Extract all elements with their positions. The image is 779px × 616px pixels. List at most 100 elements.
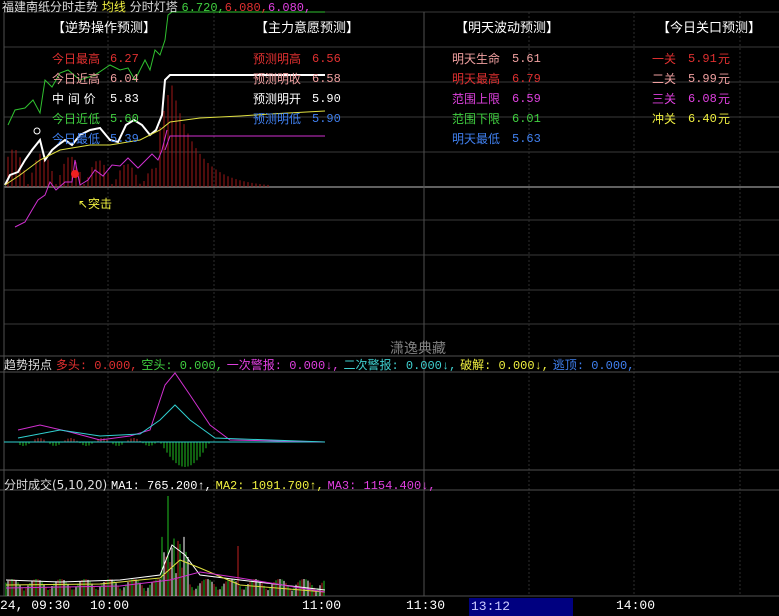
legend-label: MA3 [327,479,350,493]
range-line [164,135,325,151]
lighthouse-value-1: 6.720, [181,1,225,15]
panel-header: 【明天波动预测】 [455,21,560,36]
breakout-dot [71,170,79,178]
forecast-label: 冲关 [652,112,677,126]
forecast-label: 三关 [652,92,677,106]
legend-label: MA1 [111,479,133,493]
forecast-label: 中 间 价 [52,92,96,106]
panel-header: 【逆势操作预测】 [52,21,157,36]
forecast-value: 6.04 [110,72,139,86]
legend-item: 逃顶: 0.000, [552,359,635,373]
forecast-label: 范围上限 [452,92,501,106]
lighthouse-label: 分时灯塔 [129,0,178,14]
forecast-label: 预测明高 [253,52,302,66]
legend-item: MA3: 1154.400↓, [327,479,436,493]
time-label: 11:00 [302,598,342,613]
legend-value: 0.000, [591,359,635,373]
legend-value: 0.000, [179,359,223,373]
legend-item: 破解: 0.000↓, [460,359,549,373]
legend-label: 一次警报 [226,359,275,373]
legend-label: 二次警报 [343,359,392,373]
avg-line-label: 均线 [101,0,126,14]
forecast-value: 6.58 [312,72,341,86]
legend-item: MA2: 1091.700↑, [215,479,324,493]
forecast-value: 5.83 [110,92,139,106]
watermark: 潇逸典藏 [390,341,446,357]
legend-value: 0.000↓, [289,359,340,373]
forecast-value: 6.27 [110,52,139,66]
forecast-value: 6.40 [688,112,717,126]
price-line [4,74,325,186]
forecast-label: 预测明收 [253,72,302,86]
average-line [4,110,326,186]
forecast-value: 5.61 [512,52,541,66]
legend-value: 1091.700↑, [251,479,324,493]
legend-value: 0.000↓, [405,359,457,373]
legend-label: 空头 [141,359,166,373]
forecast-value: 5.63 [512,132,541,146]
legend-item: 二次警报: 0.000↓, [343,359,457,373]
time-label: 14:00 [616,598,656,613]
unit-label: 元 [718,112,731,126]
legend-value: 0.000, [94,359,138,373]
legend-label: MA2 [215,479,238,493]
forecast-value: 5.99 [688,72,717,86]
forecast-label: 今日近低 [52,112,101,126]
title-bar: 福建南纸分时走势 均线 分时灯塔 6.720,6.080,6.080, [2,0,311,15]
lighthouse-value-3: 6.080, [267,1,312,15]
legend-value: 765.200↑, [147,479,212,493]
ma2-line [5,559,326,593]
indicator-name: 趋势拐点 [4,358,53,372]
forecast-value: 5.90 [312,112,341,126]
forecast-value: 5.90 [312,92,341,106]
legend-label: 破解 [460,359,485,373]
legend-value: 0.000↓, [498,359,549,373]
time-cursor[interactable]: 13:12 [469,598,573,616]
time-label: 11:30 [406,598,446,613]
volume-name: 分时成交(5,10,20) [4,478,108,492]
forecast-value: 5.60 [110,112,139,126]
time-label: 24, 09:30 [0,598,71,613]
forecast-value: 6.59 [512,92,541,106]
forecast-label: 今日最高 [52,52,101,66]
forecast-label: 今日近高 [52,72,101,86]
forecast-value: 5.91 [688,52,717,66]
forecast-label: 明天生命 [452,52,501,66]
forecast-label: 范围下限 [452,112,501,126]
forecast-value: 6.01 [512,112,541,126]
panel-header: 【主力意愿预测】 [255,21,360,36]
forecast-label: 明天最低 [452,132,501,146]
legend-value: 1154.400↓, [363,479,436,493]
stock-title: 福建南纸分时走势 [2,0,99,14]
breakout-annotation: ↖突击 [78,197,113,211]
signal-circle [33,127,41,135]
forecast-value: 6.79 [512,72,541,86]
unit-label: 元 [718,52,731,66]
unit-label: 元 [718,72,731,86]
forecast-label: 预测明低 [253,112,302,126]
legend-item: 多头: 0.000, [55,359,138,373]
legend-item: 空头: 0.000, [141,359,223,373]
forecast-label: 今日最低 [52,132,101,146]
forecast-label: 预测明开 [253,92,302,106]
forecast-label: 二关 [652,72,677,86]
lighthouse-value-2: 6.080, [224,1,268,15]
legend-label: 逃顶 [552,359,577,373]
panel-header: 【今日关口预测】 [657,21,762,36]
forecast-value: 5.39 [110,132,139,146]
forecast-value: 6.08 [688,92,717,106]
volume-legend: 分时成交(5,10,20) MA1: 765.200↑, MA2: 1091.7… [4,478,436,493]
lighthouse-line [7,11,325,126]
indicator-legend: 趋势拐点 多头: 0.000, 空头: 0.000, 一次警报: 0.000↓,… [4,358,634,373]
legend-item: MA1: 765.200↑, [111,479,212,493]
time-label: 10:00 [90,598,130,613]
forecast-label: 明天最高 [452,72,501,86]
ma3-line [5,571,326,593]
ma1-line [5,544,326,591]
forecast-value: 6.56 [312,52,341,66]
unit-label: 元 [718,92,731,106]
indicator-line [17,404,326,443]
legend-label: 多头 [55,359,80,373]
momentum-line [14,129,168,228]
